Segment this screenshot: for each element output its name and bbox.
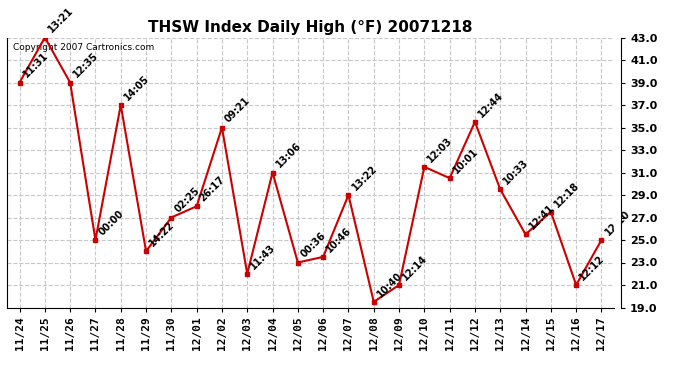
Text: 14:22: 14:22 <box>148 219 177 249</box>
Text: 11:31: 11:31 <box>21 51 50 80</box>
Text: 12:18: 12:18 <box>552 180 581 209</box>
Text: Copyright 2007 Cartronics.com: Copyright 2007 Cartronics.com <box>13 43 155 52</box>
Text: 26:17: 26:17 <box>198 174 227 204</box>
Text: 10:40: 10:40 <box>375 270 404 299</box>
Text: 00:00: 00:00 <box>97 208 126 237</box>
Title: THSW Index Daily High (°F) 20071218: THSW Index Daily High (°F) 20071218 <box>148 20 473 35</box>
Text: 12:03: 12:03 <box>426 135 455 164</box>
Text: 02:25: 02:25 <box>172 186 201 215</box>
Text: 13:21: 13:21 <box>46 6 75 35</box>
Text: 12:10: 12:10 <box>603 208 632 237</box>
Text: 12:12: 12:12 <box>578 253 607 282</box>
Text: 12:44: 12:44 <box>476 90 505 119</box>
Text: 10:33: 10:33 <box>502 158 531 187</box>
Text: 13:06: 13:06 <box>274 141 303 170</box>
Text: 13:22: 13:22 <box>350 163 379 192</box>
Text: 00:36: 00:36 <box>299 231 328 260</box>
Text: 12:41: 12:41 <box>527 202 556 232</box>
Text: 10:01: 10:01 <box>451 146 480 176</box>
Text: 11:43: 11:43 <box>248 242 277 271</box>
Text: 12:14: 12:14 <box>400 253 429 282</box>
Text: 12:35: 12:35 <box>72 51 101 80</box>
Text: 09:21: 09:21 <box>224 96 253 125</box>
Text: 10:46: 10:46 <box>324 225 353 254</box>
Text: 14:05: 14:05 <box>122 73 151 102</box>
